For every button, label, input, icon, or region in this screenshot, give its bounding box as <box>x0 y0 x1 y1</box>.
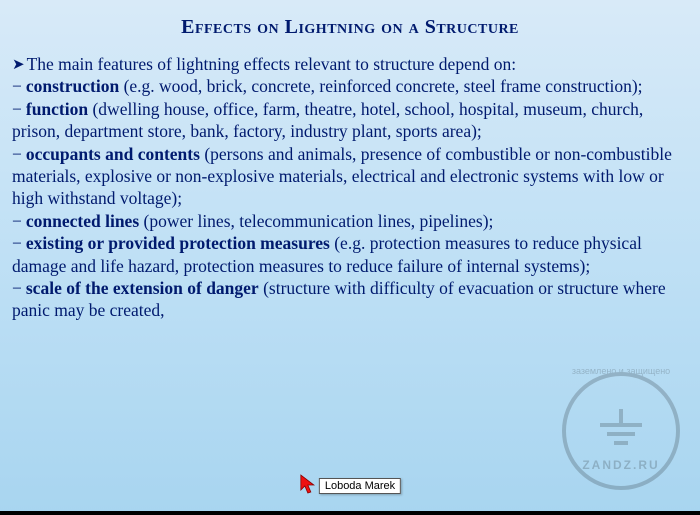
item-rest: (dwelling house, office, farm, theatre, … <box>12 99 643 141</box>
slide-title: Effects on Lightning on a Structure <box>12 16 688 39</box>
list-item: −construction (e.g. wood, brick, concret… <box>12 75 688 97</box>
cursor-with-tooltip: Loboda Marek <box>299 474 401 501</box>
cursor-icon <box>299 474 317 501</box>
item-term: existing or provided protection measures <box>26 233 330 253</box>
slide-content: Effects on Lightning on a Structure ➤The… <box>0 0 700 322</box>
ground-icon <box>596 409 646 454</box>
logo-arc-text: заземлено и защищено <box>566 366 676 376</box>
dash-icon: − <box>12 144 22 164</box>
list-item: −existing or provided protection measure… <box>12 232 688 277</box>
item-term: scale of the extension of danger <box>26 278 259 298</box>
item-term: connected lines <box>26 211 139 231</box>
list-item: −function (dwelling house, office, farm,… <box>12 98 688 143</box>
logo-brand-text: ZANDZ.RU <box>566 458 676 472</box>
slide-body: ➤The main features of lightning effects … <box>12 53 688 322</box>
dash-icon: − <box>12 233 22 253</box>
bottom-bar <box>0 511 700 515</box>
dash-icon: − <box>12 278 22 298</box>
logo-circle: заземлено и защищено ZANDZ.RU <box>562 372 680 490</box>
dash-icon: − <box>12 76 22 96</box>
list-item: −connected lines (power lines, telecommu… <box>12 210 688 232</box>
item-term: occupants and contents <box>26 144 200 164</box>
lead-line: ➤The main features of lightning effects … <box>12 53 688 75</box>
watermark-logo: заземлено и защищено ZANDZ.RU <box>562 372 680 490</box>
cursor-tooltip: Loboda Marek <box>319 478 401 494</box>
bullet-arrow-icon: ➤ <box>12 57 25 73</box>
item-rest: (e.g. wood, brick, concrete, reinforced … <box>119 76 642 96</box>
item-term: construction <box>26 76 119 96</box>
item-rest: (power lines, telecommunication lines, p… <box>139 211 493 231</box>
list-item: −occupants and contents (persons and ani… <box>12 143 688 210</box>
dash-icon: − <box>12 99 22 119</box>
item-term: function <box>26 99 88 119</box>
dash-icon: − <box>12 211 22 231</box>
list-item: −scale of the extension of danger (struc… <box>12 277 688 322</box>
lead-text: The main features of lightning effects r… <box>27 54 517 74</box>
